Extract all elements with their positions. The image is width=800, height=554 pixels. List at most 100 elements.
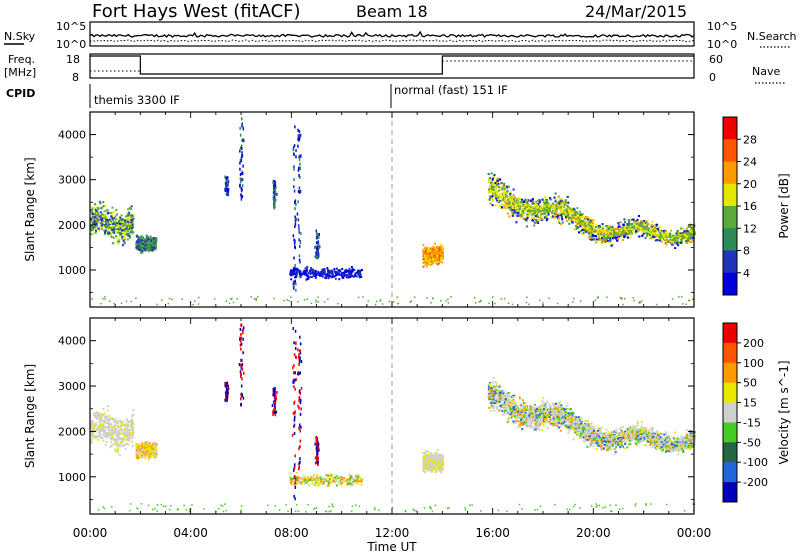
- power-cell: [566, 211, 569, 214]
- power-cell: [498, 186, 500, 189]
- power-cell: [691, 224, 694, 227]
- power-cell: [430, 263, 433, 266]
- power-cell: [143, 244, 146, 247]
- power-cell: [635, 224, 638, 227]
- velocity-cell: [93, 412, 96, 415]
- power-cell: [596, 229, 599, 231]
- power-cell: [95, 229, 97, 232]
- power-ground-cell: [572, 301, 574, 303]
- power-cell: [93, 220, 96, 222]
- power-cell: [422, 265, 425, 268]
- power-cell: [515, 203, 518, 206]
- power-cell: [338, 278, 341, 281]
- power-cell: [554, 192, 557, 195]
- power-cell: [671, 234, 674, 237]
- power-cell: [114, 235, 117, 238]
- velocity-cell: [120, 439, 123, 442]
- power-streak-cell: [225, 182, 227, 186]
- velocity-cell: [103, 427, 106, 430]
- power-ground-cell: [632, 297, 635, 299]
- power-cell: [533, 217, 536, 220]
- velocity-cell: [120, 423, 123, 425]
- power-cell: [573, 207, 576, 210]
- power-cell: [148, 249, 150, 252]
- power-streak-cell: [297, 200, 299, 204]
- velocity-cell: [112, 430, 115, 432]
- power-cell: [540, 210, 542, 213]
- velocity-cell: [109, 437, 112, 440]
- power-streak-cell: [298, 258, 301, 262]
- power-cell: [322, 272, 325, 275]
- power-cell: [567, 210, 570, 213]
- power-cell: [140, 239, 143, 242]
- cpid-1-label: themis 3300 IF: [94, 93, 180, 107]
- power-cell: [521, 201, 524, 204]
- power-cell: [583, 232, 586, 235]
- power-cell: [611, 234, 614, 237]
- power-streak-cell: [243, 139, 245, 143]
- power-cell: [679, 236, 682, 239]
- power-cell: [613, 228, 616, 231]
- power-cell: [439, 243, 442, 246]
- power-cell: [581, 228, 584, 231]
- power-cell: [151, 239, 154, 242]
- power-cell: [665, 232, 668, 235]
- power-cell: [618, 229, 621, 232]
- power-cell: [632, 218, 635, 221]
- power-cell: [308, 270, 311, 273]
- power-cell: [653, 233, 656, 236]
- velocity-cell: [96, 425, 99, 428]
- power-cell: [436, 255, 439, 257]
- power-cell: [559, 213, 562, 216]
- power-streak-cell: [274, 201, 276, 205]
- power-cell: [339, 270, 342, 273]
- power-cell: [561, 218, 564, 221]
- power-cell: [615, 233, 618, 236]
- power-streak-cell: [239, 133, 242, 137]
- power-cell: [503, 189, 505, 192]
- power-cell: [499, 178, 502, 181]
- power-cell: [591, 221, 594, 224]
- power-cell: [442, 251, 444, 254]
- power-streak-cell: [293, 144, 296, 148]
- velocity-cell: [123, 435, 126, 438]
- power-cell: [110, 227, 113, 229]
- power-cell: [649, 237, 652, 240]
- power-cell: [560, 216, 563, 219]
- power-cell: [516, 215, 519, 217]
- power-ground-cell: [641, 300, 643, 302]
- power-cell: [116, 229, 119, 232]
- power-cell: [135, 246, 138, 249]
- power-cell: [117, 238, 120, 241]
- power-cell: [576, 212, 579, 215]
- power-cell: [307, 272, 310, 275]
- power-cell: [524, 206, 527, 209]
- power-cell: [321, 272, 324, 275]
- power-cell: [631, 222, 634, 225]
- power-cell: [691, 233, 694, 236]
- power-cell: [524, 198, 527, 201]
- power-cell: [359, 269, 362, 272]
- power-cell: [558, 207, 561, 210]
- power-cell: [314, 276, 317, 279]
- velocity-cell: [97, 432, 100, 435]
- power-ground-cell: [621, 298, 623, 300]
- power-cell: [103, 215, 106, 218]
- power-cell: [637, 221, 640, 224]
- power-cell: [589, 218, 592, 221]
- power-streak-cell: [316, 255, 319, 259]
- velocity-cell: [104, 429, 107, 432]
- power-cell: [629, 228, 632, 231]
- power-streak-cell: [315, 255, 318, 259]
- power-cell: [534, 221, 537, 224]
- power-cell: [512, 196, 515, 199]
- power-cell: [659, 229, 662, 232]
- velocity-cell: [121, 437, 124, 439]
- power-cell: [546, 210, 549, 212]
- power-cell: [623, 225, 626, 227]
- power-cell: [587, 218, 590, 221]
- power-cell: [579, 222, 582, 225]
- power-cell: [513, 202, 516, 205]
- power-cell: [430, 247, 433, 249]
- power-cell: [597, 233, 600, 236]
